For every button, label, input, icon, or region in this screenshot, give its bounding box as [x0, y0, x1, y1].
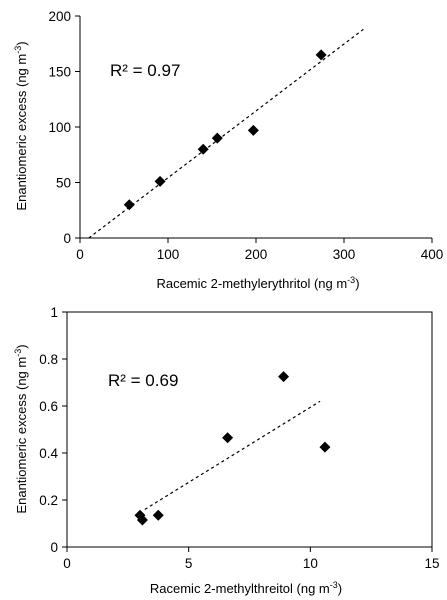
- plot-frame: [66, 311, 433, 548]
- x-tick-label: 10: [303, 556, 318, 571]
- data-point: [197, 143, 209, 155]
- x-tick-label: 100: [157, 247, 180, 262]
- y-tick-label: 0.6: [39, 399, 58, 414]
- y-tick-label: 0.2: [39, 493, 58, 508]
- data-points: [134, 371, 331, 526]
- y-axis-ticks: 0 0.2 0.4 0.6 0.8 1: [39, 305, 67, 555]
- x-tick-label: 200: [245, 247, 268, 262]
- y-tick-label: 50: [56, 176, 71, 191]
- data-point: [278, 371, 290, 383]
- y-tick-label: 0.8: [39, 352, 58, 367]
- y-tick-label: 150: [48, 65, 71, 80]
- data-point: [247, 124, 259, 136]
- x-axis-label: Racemic 2-methylerythritol (ng m-3): [156, 275, 359, 291]
- data-point: [152, 509, 164, 521]
- y-tick-label: 200: [48, 9, 71, 24]
- y-tick-label: 0.4: [39, 446, 58, 461]
- y-tick-label: 0: [63, 231, 71, 246]
- y-axis-ticks: 0 50 100 150 200: [48, 9, 80, 246]
- x-axis-ticks: 0 5 10 15: [63, 547, 440, 571]
- x-tick-label: 300: [333, 247, 356, 262]
- data-point: [222, 432, 234, 444]
- data-point: [319, 441, 331, 453]
- data-points: [123, 49, 327, 211]
- y-tick-label: 0: [50, 540, 58, 555]
- x-axis-ticks: 0 100 200 300 400: [76, 238, 443, 262]
- chart-methylerythritol: 0 100 200 300 400 0 50 100 150 200 R² = 0.97 Rac…: [13, 9, 443, 291]
- data-point: [154, 175, 166, 187]
- data-point: [211, 132, 223, 144]
- data-point: [315, 49, 327, 61]
- data-point: [136, 514, 148, 526]
- x-axis-label: Racemic 2-methylthreitol (ng m-3): [150, 580, 342, 596]
- y-tick-label: 100: [48, 120, 71, 135]
- x-tick-label: 400: [421, 247, 444, 262]
- y-axis-label: Enantiomeric excess (ng m-3): [13, 344, 29, 513]
- x-tick-label: 15: [424, 556, 439, 571]
- data-point: [123, 199, 135, 211]
- x-tick-label: 5: [185, 556, 193, 571]
- trendline: [144, 400, 321, 510]
- chart-methylthreitol: 0 5 10 15 0 0.2 0.4 0.6 0.8 1 R² = 0.69 Racemic …: [13, 305, 440, 596]
- x-tick-label: 0: [76, 247, 84, 262]
- y-axis-label: Enantiomeric excess (ng m-3): [13, 41, 29, 210]
- y-tick-label: 1: [50, 305, 58, 320]
- x-tick-label: 0: [63, 556, 71, 571]
- r-squared-annotation: R² = 0.69: [108, 371, 178, 390]
- r-squared-annotation: R² = 0.97: [110, 61, 180, 80]
